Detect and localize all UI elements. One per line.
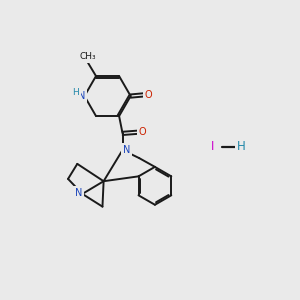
Text: H: H [72,88,79,97]
Text: N: N [78,91,85,101]
Text: N: N [123,145,130,155]
Text: N: N [75,188,82,198]
Text: O: O [145,90,152,100]
Text: O: O [139,127,146,137]
Text: I: I [211,140,214,153]
Text: CH₃: CH₃ [80,52,96,62]
Text: H: H [237,140,245,153]
